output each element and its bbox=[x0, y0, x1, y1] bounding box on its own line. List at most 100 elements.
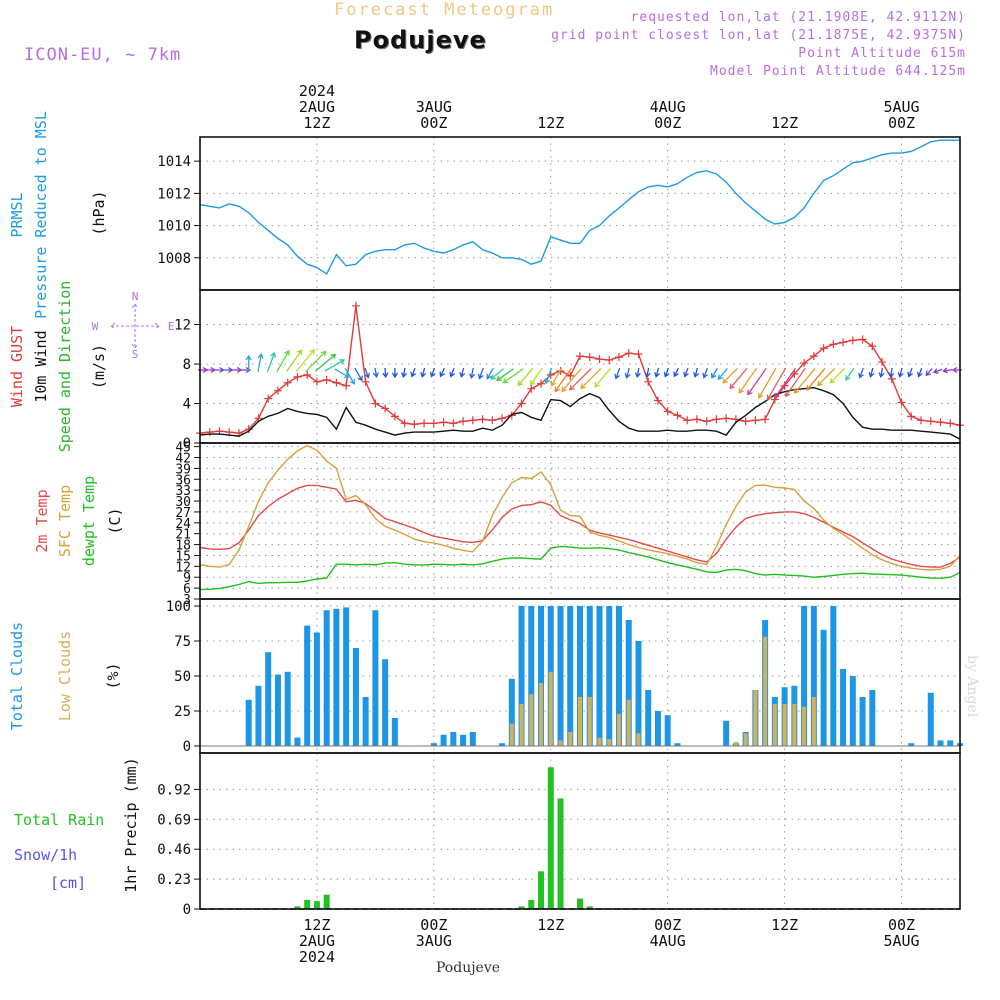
wind-direction-arrow bbox=[569, 368, 592, 391]
gust-marker bbox=[653, 396, 662, 405]
total-cloud-bar bbox=[382, 659, 389, 746]
point-altitude: Point Altitude 615m bbox=[798, 46, 966, 61]
panel-frame-precip bbox=[199, 752, 961, 910]
low-cloud-bar bbox=[509, 723, 514, 746]
wind-direction-arrow bbox=[449, 367, 456, 378]
gust-marker bbox=[858, 335, 867, 344]
panel-label-temperature-0: 2m Temp bbox=[33, 489, 51, 552]
wind-direction-arrow bbox=[305, 350, 327, 372]
total-cloud-bar bbox=[596, 606, 603, 746]
time-label-top: 2024 bbox=[299, 82, 335, 100]
gust-marker bbox=[897, 398, 906, 407]
gust-marker bbox=[751, 416, 760, 425]
wind-direction-arrow bbox=[276, 349, 290, 373]
time-label-bottom: 12Z bbox=[303, 916, 330, 934]
y-tick-label: 9 bbox=[183, 571, 191, 586]
gust-marker bbox=[946, 419, 955, 428]
total-cloud-bar bbox=[557, 606, 564, 746]
gust-marker bbox=[624, 349, 633, 358]
total-cloud-bar bbox=[849, 676, 856, 746]
y-tick-label: 100 bbox=[166, 599, 191, 615]
wind-direction-arrow bbox=[888, 367, 895, 379]
total-cloud-bar bbox=[645, 690, 652, 746]
wind-direction-arrow bbox=[429, 367, 436, 378]
wind-direction-arrow bbox=[722, 368, 738, 384]
panel-label-temperature-1: SFC Temp bbox=[56, 485, 74, 557]
gust-marker bbox=[205, 428, 214, 437]
y-tick-label: 75 bbox=[174, 634, 191, 650]
gust-marker bbox=[595, 355, 604, 364]
total-cloud-bar bbox=[820, 629, 827, 746]
low-cloud-bar bbox=[607, 739, 612, 746]
y-tick-label: 42 bbox=[175, 452, 191, 467]
gust-marker bbox=[614, 353, 623, 362]
low-cloud-bar bbox=[568, 732, 573, 746]
total-cloud-bar bbox=[538, 606, 545, 746]
wind-direction-arrow bbox=[594, 367, 611, 388]
wind-direction-arrow bbox=[530, 367, 543, 386]
low-cloud-bar bbox=[772, 704, 777, 746]
time-label-bottom: 12Z bbox=[537, 916, 564, 934]
y-tick-label: 0.69 bbox=[157, 812, 191, 828]
gust-marker bbox=[342, 381, 351, 390]
rain-bar bbox=[557, 798, 564, 909]
rain-bar bbox=[323, 894, 330, 909]
model-point-altitude: Model Point Altitude 644.125m bbox=[710, 64, 966, 79]
gust-marker bbox=[605, 356, 614, 365]
time-label-top: 4AUG bbox=[650, 98, 686, 116]
wind-direction-arrow bbox=[624, 367, 631, 379]
gust-marker bbox=[722, 414, 731, 423]
panel-label-clouds-0: Total Clouds bbox=[8, 622, 26, 730]
total-cloud-bar bbox=[723, 720, 730, 746]
wind-direction-arrow bbox=[245, 354, 252, 372]
time-label-bottom: 3AUG bbox=[416, 932, 452, 950]
total-cloud-bar bbox=[362, 697, 369, 746]
gust-marker bbox=[663, 407, 672, 416]
total-cloud-bar bbox=[947, 740, 954, 746]
wind-direction-arrow bbox=[932, 368, 943, 374]
gust-marker bbox=[644, 377, 653, 386]
gust-marker bbox=[839, 338, 848, 347]
gust-marker bbox=[917, 416, 926, 425]
time-label-bottom: 00Z bbox=[654, 916, 681, 934]
compass-rose bbox=[110, 303, 160, 349]
low-cloud-bar bbox=[792, 704, 797, 746]
total-cloud-bar bbox=[830, 606, 837, 746]
gust-marker bbox=[273, 386, 282, 395]
wind-direction-arrow bbox=[382, 367, 389, 379]
time-label-top: 12Z bbox=[771, 114, 798, 132]
gust-marker bbox=[517, 399, 526, 408]
y-tick-label: 12 bbox=[175, 560, 191, 575]
total-cloud-bar bbox=[567, 606, 574, 746]
time-label-bottom: 12Z bbox=[771, 916, 798, 934]
wind-direction-arrow bbox=[774, 367, 797, 399]
series-2m-temp bbox=[199, 484, 961, 568]
gust-marker bbox=[634, 350, 643, 359]
time-label-bottom: 2024 bbox=[299, 948, 335, 966]
panel-frame-wind bbox=[199, 289, 961, 444]
location-name: Podujeve bbox=[354, 26, 487, 54]
total-cloud-bar bbox=[450, 732, 457, 746]
wind-direction-arrow bbox=[878, 367, 885, 379]
panel-label-clouds-1: Low Clouds bbox=[56, 631, 74, 721]
low-cloud-bar bbox=[529, 694, 534, 746]
gust-marker bbox=[702, 417, 711, 426]
y-tick-label: 50 bbox=[174, 669, 191, 685]
rain-bar bbox=[577, 898, 583, 909]
y-tick-label: 4 bbox=[183, 397, 191, 413]
y-tick-label: 0.46 bbox=[157, 842, 191, 858]
low-cloud-bar bbox=[782, 704, 787, 746]
panel-label-pressure-2: (hPa) bbox=[90, 190, 108, 235]
wind-direction-arrow bbox=[897, 367, 904, 378]
gust-marker bbox=[410, 420, 419, 429]
total-cloud-bar bbox=[323, 610, 330, 746]
wind-direction-arrow bbox=[580, 368, 602, 390]
gust-marker bbox=[332, 378, 341, 387]
wind-direction-arrow bbox=[554, 367, 572, 393]
wind-direction-arrow bbox=[634, 367, 641, 379]
y-tick-label: 12 bbox=[174, 318, 191, 334]
gust-marker bbox=[800, 359, 809, 368]
total-cloud-bar bbox=[333, 608, 340, 746]
rain-bar bbox=[528, 899, 535, 909]
